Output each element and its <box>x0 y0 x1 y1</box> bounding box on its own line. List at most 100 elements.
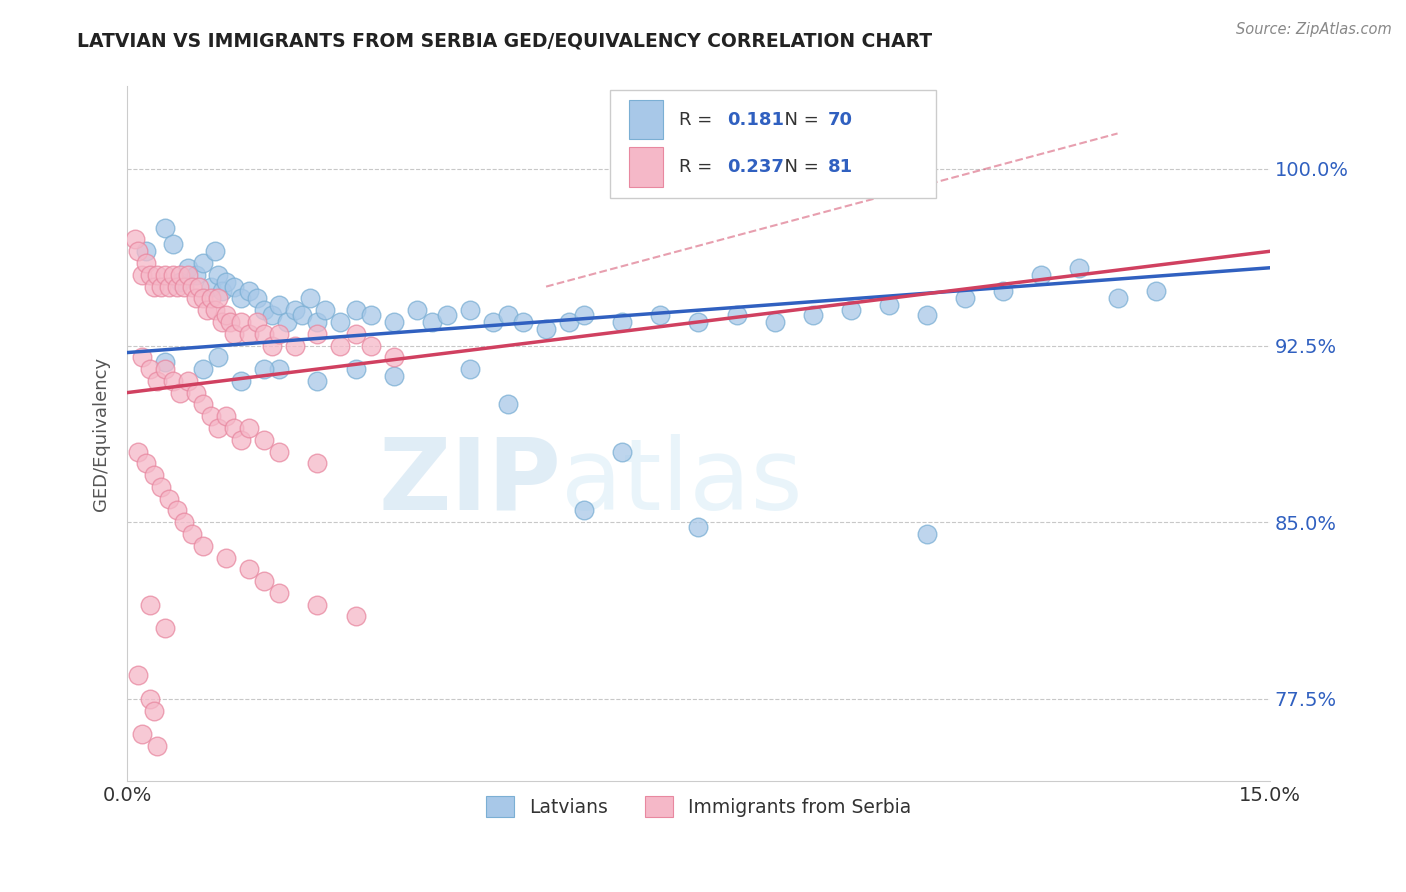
Point <box>245 315 267 329</box>
Point <box>231 292 253 306</box>
Point <box>496 397 519 411</box>
Point <box>512 315 534 329</box>
Point <box>688 520 710 534</box>
Point <box>173 515 195 529</box>
Point <box>269 362 291 376</box>
Point <box>150 279 173 293</box>
Point <box>127 244 149 259</box>
Text: 0.237: 0.237 <box>727 158 785 176</box>
Legend: Latvians, Immigrants from Serbia: Latvians, Immigrants from Serbia <box>478 789 920 824</box>
Point <box>269 298 291 312</box>
Point <box>195 303 218 318</box>
Point <box>245 292 267 306</box>
Text: 70: 70 <box>828 111 852 128</box>
Point <box>169 268 191 282</box>
Point <box>458 362 481 376</box>
Point <box>169 275 191 289</box>
Point <box>284 338 307 352</box>
Point <box>307 598 329 612</box>
Point <box>177 260 200 275</box>
Point <box>207 268 229 282</box>
Point <box>153 621 176 635</box>
Point <box>177 268 200 282</box>
Point <box>200 409 222 424</box>
Point <box>953 292 976 306</box>
Point <box>207 421 229 435</box>
Point <box>382 369 405 384</box>
Point <box>200 279 222 293</box>
Point <box>146 268 169 282</box>
Point <box>314 303 336 318</box>
Point <box>211 285 233 299</box>
Point <box>184 268 207 282</box>
Point <box>162 268 184 282</box>
Point <box>269 444 291 458</box>
Point <box>153 220 176 235</box>
Point <box>276 315 298 329</box>
Point <box>184 292 207 306</box>
Point <box>166 279 188 293</box>
Point <box>436 308 458 322</box>
Point <box>405 303 427 318</box>
Point <box>150 480 173 494</box>
Point <box>253 574 276 588</box>
Point <box>253 303 276 318</box>
Point <box>382 351 405 365</box>
Point <box>157 279 180 293</box>
Point <box>207 351 229 365</box>
Point <box>360 338 382 352</box>
Y-axis label: GED/Equivalency: GED/Equivalency <box>93 357 110 511</box>
Point <box>253 326 276 341</box>
Text: R =: R = <box>679 111 718 128</box>
Point <box>142 704 165 718</box>
Point <box>307 374 329 388</box>
Point <box>329 315 352 329</box>
Point <box>307 456 329 470</box>
Point <box>142 468 165 483</box>
Point <box>215 550 238 565</box>
Point <box>253 362 276 376</box>
Point <box>139 598 162 612</box>
Point <box>344 609 367 624</box>
Point <box>231 374 253 388</box>
Point <box>153 268 176 282</box>
Text: LATVIAN VS IMMIGRANTS FROM SERBIA GED/EQUIVALENCY CORRELATION CHART: LATVIAN VS IMMIGRANTS FROM SERBIA GED/EQ… <box>77 31 932 50</box>
Point <box>193 397 215 411</box>
Point <box>481 315 503 329</box>
Point <box>284 303 307 318</box>
Point <box>688 315 710 329</box>
Point <box>173 279 195 293</box>
Text: 0.181: 0.181 <box>727 111 785 128</box>
Text: ZIP: ZIP <box>378 434 561 531</box>
Point <box>127 444 149 458</box>
Point <box>763 315 786 329</box>
Point <box>269 586 291 600</box>
Point <box>269 326 291 341</box>
Point <box>558 315 581 329</box>
Point <box>169 385 191 400</box>
Point <box>382 315 405 329</box>
Point <box>188 279 211 293</box>
Point <box>993 285 1015 299</box>
Point <box>307 326 329 341</box>
Point <box>344 326 367 341</box>
Point <box>162 374 184 388</box>
Point <box>193 362 215 376</box>
Point <box>307 315 329 329</box>
Point <box>877 298 900 312</box>
Text: R =: R = <box>679 158 718 176</box>
Point <box>139 692 162 706</box>
Text: atlas: atlas <box>561 434 803 531</box>
Point <box>131 351 153 365</box>
Point <box>222 421 245 435</box>
Point <box>222 279 245 293</box>
Point <box>329 338 352 352</box>
Point <box>131 727 153 741</box>
Point <box>222 326 245 341</box>
Text: Source: ZipAtlas.com: Source: ZipAtlas.com <box>1236 22 1392 37</box>
Point <box>420 315 443 329</box>
Point <box>157 491 180 506</box>
Point <box>153 362 176 376</box>
Point <box>231 315 253 329</box>
Point <box>360 308 382 322</box>
